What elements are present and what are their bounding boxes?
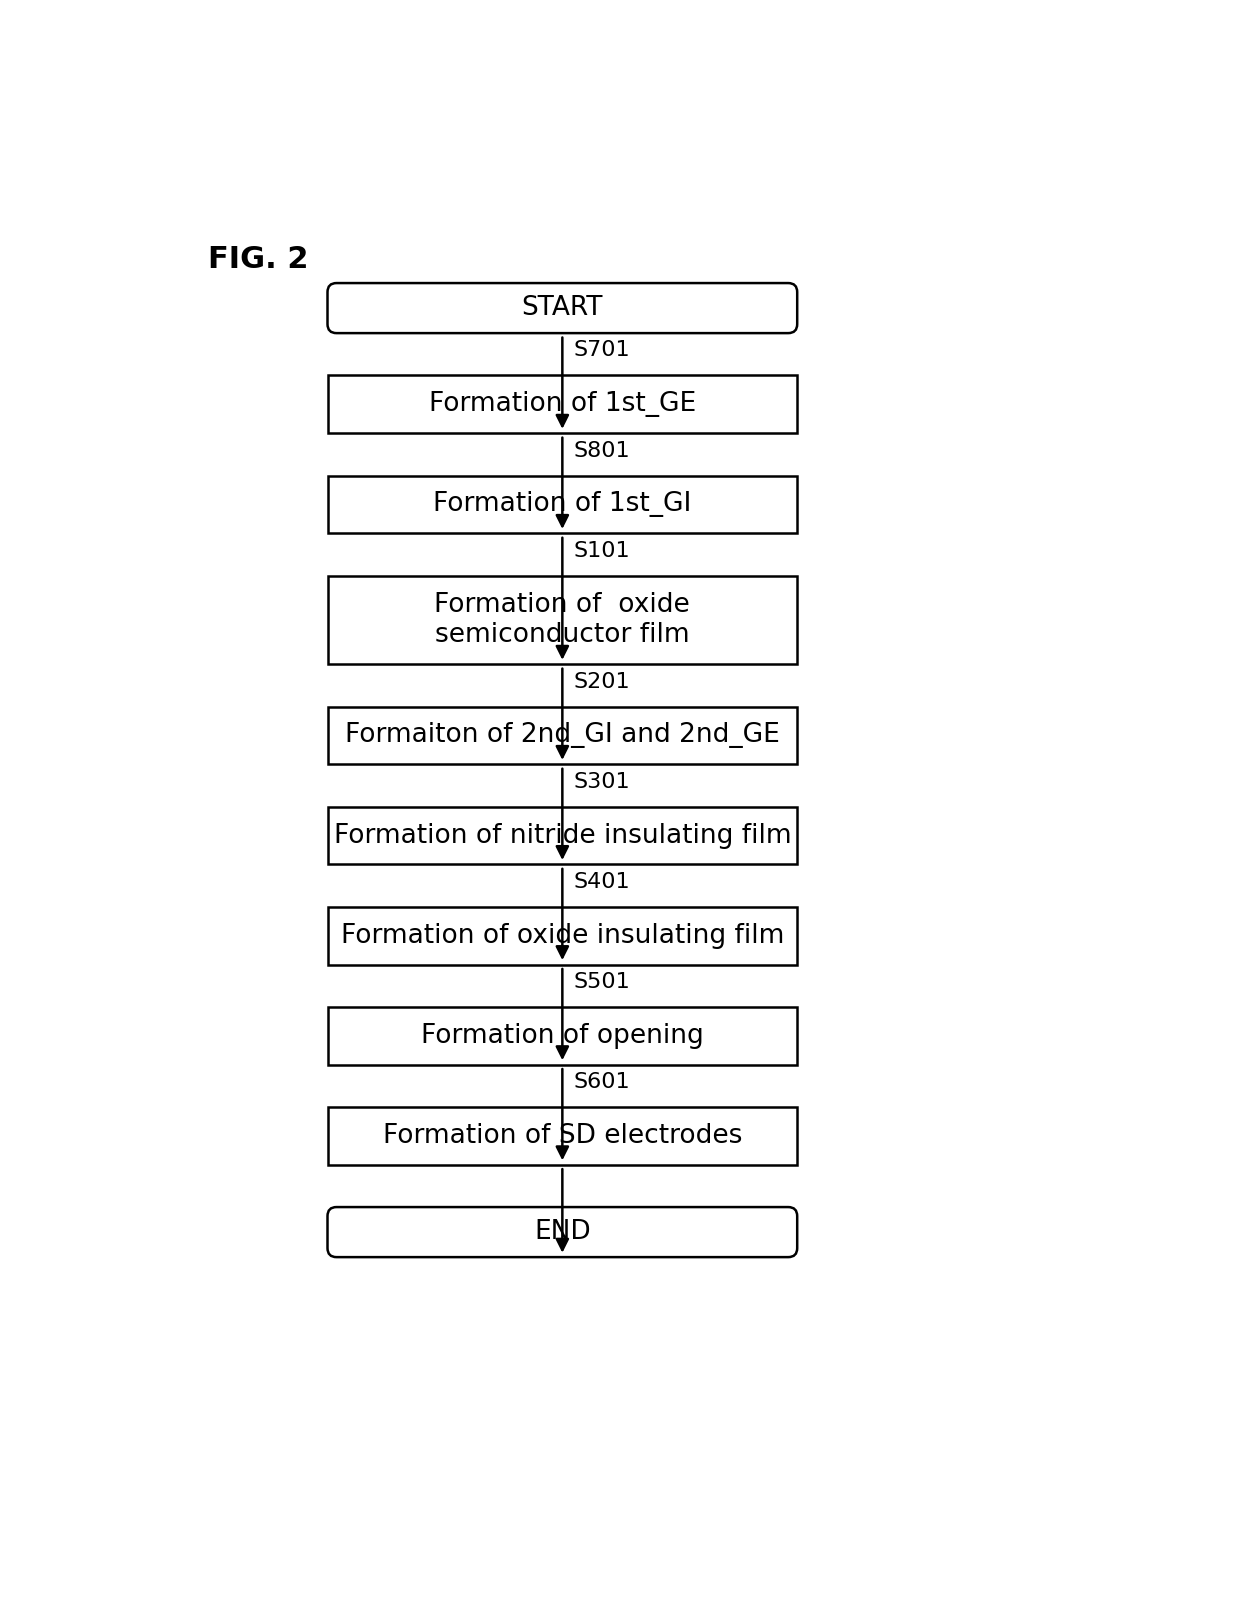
- Text: Formation of nitride insulating film: Formation of nitride insulating film: [334, 822, 791, 848]
- Bar: [327, 807, 797, 864]
- Bar: [327, 906, 797, 964]
- Text: START: START: [522, 295, 603, 321]
- Text: FIG. 2: FIG. 2: [208, 245, 309, 274]
- Text: Formaiton of 2nd_GI and 2nd_GE: Formaiton of 2nd_GI and 2nd_GE: [345, 723, 780, 749]
- Text: S401: S401: [574, 872, 630, 892]
- Text: Formation of opening: Formation of opening: [420, 1023, 704, 1049]
- Bar: [327, 1007, 797, 1065]
- Text: Formation of 1st_GI: Formation of 1st_GI: [433, 491, 692, 517]
- Text: Formation of  oxide
semiconductor film: Formation of oxide semiconductor film: [434, 592, 691, 648]
- Text: S101: S101: [574, 541, 630, 561]
- FancyBboxPatch shape: [327, 284, 797, 334]
- Bar: [327, 707, 797, 765]
- Text: Formation of oxide insulating film: Formation of oxide insulating film: [341, 922, 784, 948]
- Text: END: END: [534, 1219, 590, 1245]
- Text: S801: S801: [574, 441, 630, 460]
- Bar: [327, 1107, 797, 1165]
- Text: Formation of SD electrodes: Formation of SD electrodes: [383, 1123, 742, 1149]
- FancyBboxPatch shape: [327, 1208, 797, 1258]
- Text: Formation of 1st_GE: Formation of 1st_GE: [429, 391, 696, 417]
- Text: S601: S601: [574, 1071, 630, 1093]
- Bar: [327, 376, 797, 433]
- Text: S501: S501: [574, 973, 631, 992]
- Text: S201: S201: [574, 671, 630, 692]
- Bar: [327, 475, 797, 533]
- Text: S701: S701: [574, 340, 630, 360]
- Bar: [327, 575, 797, 665]
- Text: S301: S301: [574, 772, 630, 791]
